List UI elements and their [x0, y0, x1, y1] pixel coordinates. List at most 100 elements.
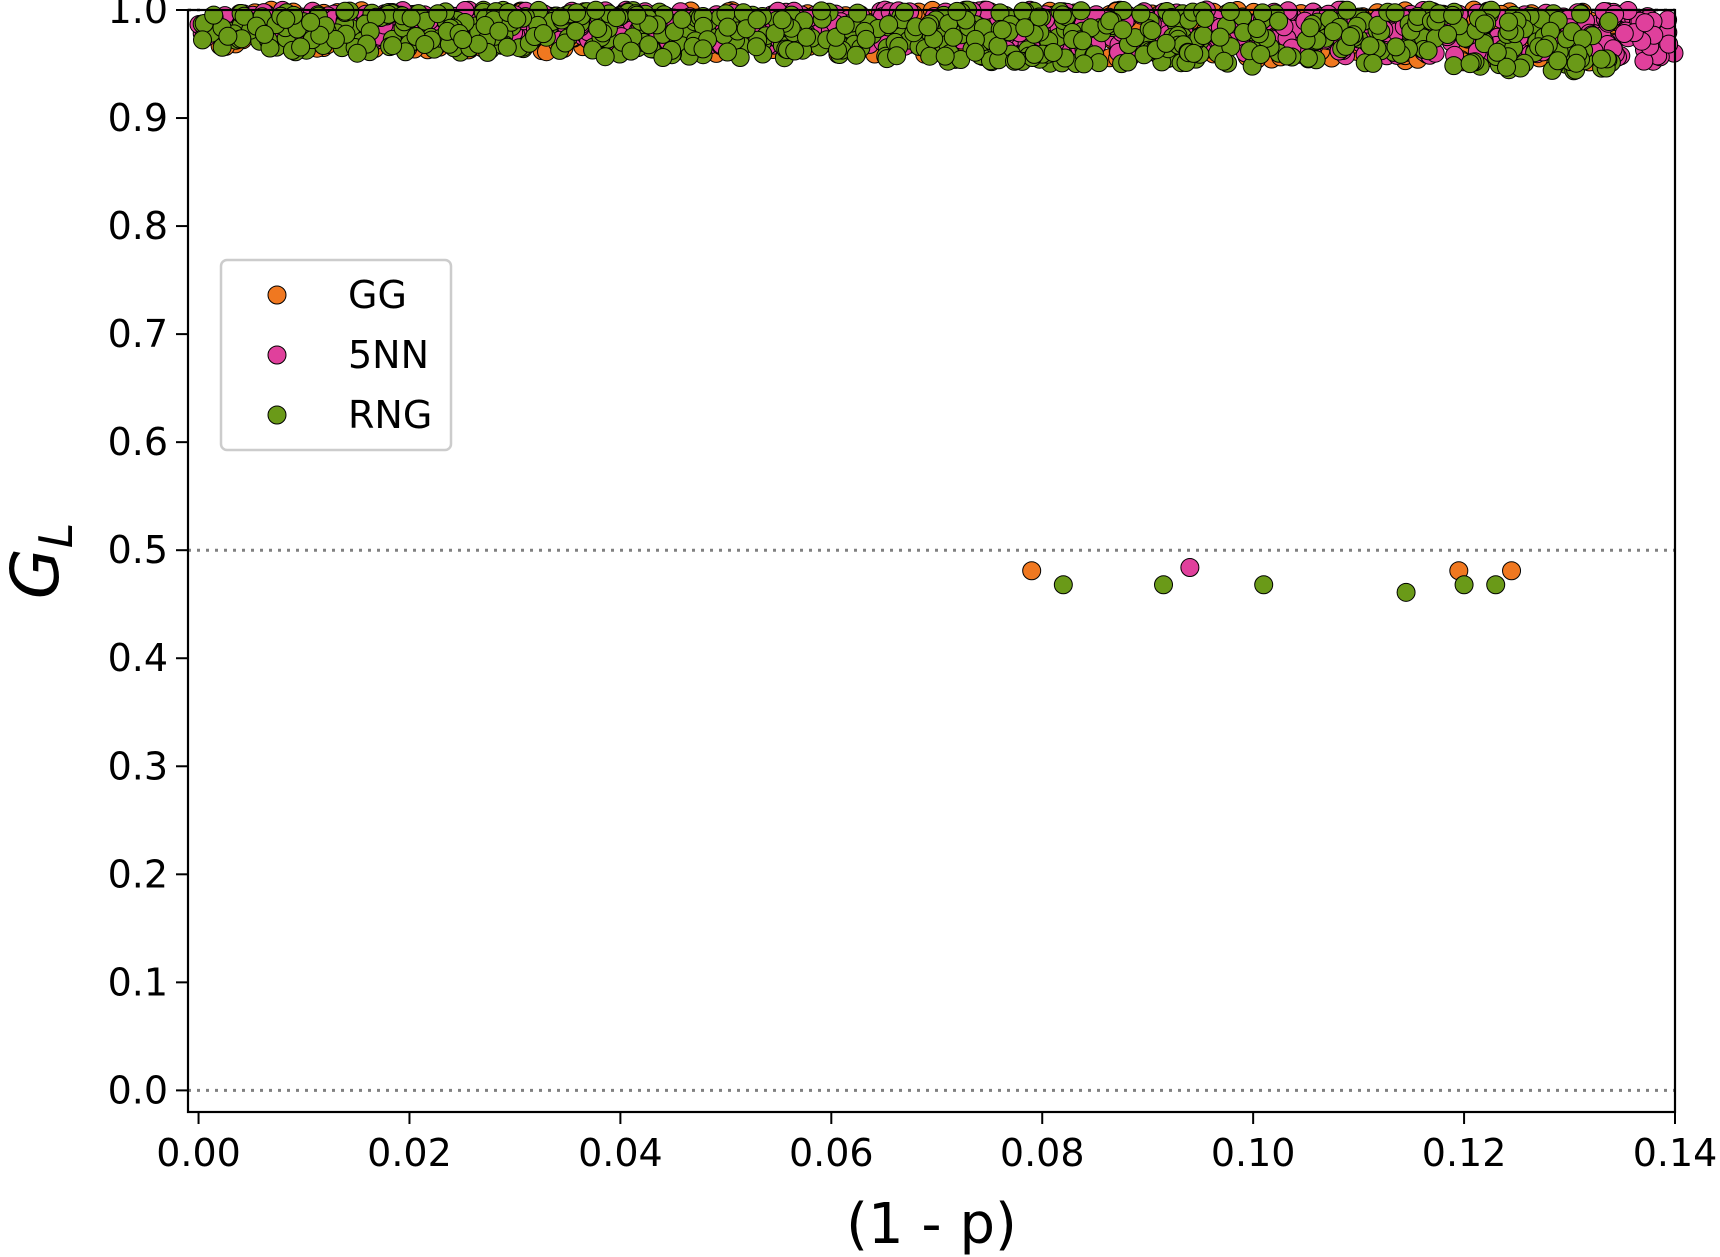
point-rng [1100, 11, 1120, 31]
y-tick-label: 0.2 [108, 852, 168, 896]
point-rng [489, 21, 509, 41]
point-rng [588, 19, 608, 38]
point-rng [507, 9, 527, 29]
point-rng [1566, 53, 1586, 73]
point-rng [255, 24, 274, 44]
point-rng [1214, 51, 1234, 71]
point-rng [1497, 57, 1516, 77]
point-rng [1487, 42, 1507, 62]
point-rng [992, 20, 1012, 40]
legend-marker-5nn [267, 345, 287, 365]
point-rng [1591, 49, 1611, 69]
point-rng [204, 5, 224, 25]
point-rng [943, 27, 963, 47]
point-rng [453, 30, 473, 49]
point-rng [1015, 18, 1035, 38]
point-rng [1460, 54, 1480, 74]
outlier-point-gg [1022, 561, 1042, 581]
legend-label-gg: GG [348, 273, 407, 317]
x-tick-label: 0.04 [578, 1131, 663, 1175]
y-tick-label: 0.9 [108, 96, 168, 140]
point-rng [415, 35, 435, 54]
point-rng [1024, 44, 1044, 64]
plot-frame [186, 8, 1677, 1114]
x-tick-label: 0.02 [367, 1131, 452, 1175]
point-rng [653, 48, 673, 67]
x-tick-label: 0.12 [1422, 1131, 1507, 1175]
point-rng [1269, 11, 1289, 31]
y-tick-label: 1.0 [108, 0, 168, 32]
point-rng [693, 39, 713, 59]
point-rng [848, 3, 868, 23]
x-tick-label: 0.00 [156, 1131, 241, 1175]
point-rng [1340, 27, 1360, 46]
point-rng [607, 8, 626, 28]
outlier-point-rng [1396, 582, 1416, 602]
point-rng [1052, 5, 1072, 25]
point-rng [383, 36, 403, 56]
point-rng [1363, 53, 1383, 73]
x-tick-label: 0.08 [1000, 1131, 1085, 1175]
point-rng [988, 36, 1008, 56]
point-rng [965, 42, 985, 62]
point-rng [566, 21, 586, 41]
point-rng [567, 3, 586, 23]
point-rng [1368, 15, 1388, 35]
point-rng [497, 37, 517, 57]
legend: GG 5NN RNG [219, 258, 453, 452]
x-tick-label: 0.10 [1211, 1131, 1296, 1175]
y-tick-label: 0.5 [108, 528, 168, 572]
point-rng [310, 25, 330, 45]
point-rng [1571, 4, 1591, 24]
point-rng [401, 8, 421, 28]
point-rng [301, 12, 321, 32]
y-tick-label: 0.4 [108, 636, 168, 680]
legend-label-rng: RNG [348, 393, 432, 437]
point-rng [276, 9, 296, 29]
y-axis-label-main: G [0, 548, 74, 599]
point-rng [856, 29, 876, 49]
reference-lines [188, 8, 1675, 1092]
outlier-point-rng [1053, 575, 1073, 595]
point-5nn [1614, 24, 1634, 43]
point-rng [1074, 54, 1094, 74]
point-rng [639, 35, 659, 55]
point-rng [718, 17, 738, 37]
x-tick-label: 0.14 [1633, 1131, 1718, 1175]
point-rng [1161, 8, 1181, 27]
point-rng [1360, 36, 1380, 56]
point-rng [1499, 12, 1518, 32]
point-rng [1444, 56, 1464, 76]
point-rng [672, 9, 692, 29]
x-axis-label: (1 - p) [846, 1192, 1017, 1257]
point-rng [835, 15, 855, 35]
point-rng [894, 2, 914, 22]
point-rng [1131, 4, 1151, 24]
point-rng [1043, 43, 1063, 62]
dense-point-bands [189, 0, 1684, 81]
point-5nn [1659, 34, 1679, 54]
point-rng [1534, 38, 1554, 58]
point-rng [428, 4, 448, 24]
point-rng [1184, 43, 1204, 63]
legend-box [219, 258, 453, 452]
y-tick-label: 0.6 [108, 420, 168, 464]
point-rng [797, 27, 816, 47]
point-rng [621, 41, 641, 61]
point-rng [772, 10, 792, 30]
point-rng [1251, 45, 1271, 64]
outlier-point-rng [1254, 575, 1274, 595]
point-rng [1013, 1, 1033, 21]
point-rng [887, 46, 907, 66]
point-rng [1006, 50, 1026, 70]
point-rng [1548, 51, 1568, 71]
point-rng [947, 1, 967, 21]
outlier-point-5nn [1180, 557, 1200, 577]
y-axis-label: GL [0, 523, 83, 600]
y-tick-label: 0.8 [108, 204, 168, 248]
point-rng [291, 37, 311, 57]
point-rng [1418, 41, 1438, 61]
point-rng [1385, 3, 1405, 23]
point-rng [533, 24, 553, 44]
outlier-point-rng [1486, 575, 1506, 595]
